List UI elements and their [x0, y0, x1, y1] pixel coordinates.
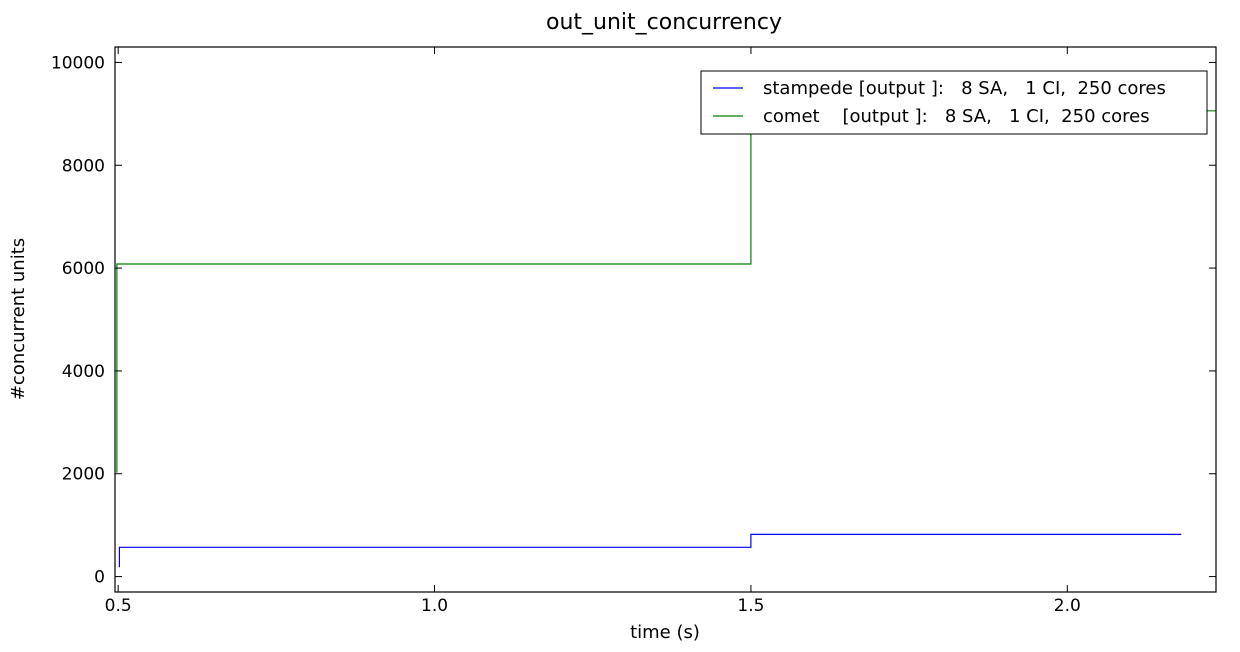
y-tick-label: 2000 — [62, 465, 105, 485]
legend: stampede [output ]: 8 SA, 1 CI, 250 core… — [700, 70, 1208, 135]
y-tick-label: 6000 — [62, 259, 105, 279]
y-tick-label: 8000 — [62, 156, 105, 176]
y-tick-label: 0 — [94, 568, 105, 588]
x-tick-label: 1.5 — [737, 596, 764, 616]
legend-box — [700, 70, 1208, 135]
axis-ticks: 0.5 1.0 1.5 2.0 0 2000 4000 6000 8000 10000 — [51, 47, 1216, 616]
series-lines — [116, 110, 1216, 568]
y-tick-label: 10000 — [51, 53, 105, 73]
series-line-1 — [116, 110, 1216, 473]
y-tick-label: 4000 — [62, 362, 105, 382]
series-line-0 — [118, 533, 1182, 568]
chart-title: out_unit_concurrency — [546, 10, 782, 35]
plot-frame — [114, 46, 1217, 593]
y-axis-label: #concurrent units — [8, 238, 29, 400]
x-axis-label: time (s) — [630, 622, 700, 643]
legend-label-comet: comet [output ]: 8 SA, 1 CI, 250 cores — [763, 106, 1150, 127]
x-tick-label: 0.5 — [105, 596, 132, 616]
x-tick-label: 1.0 — [421, 596, 448, 616]
x-tick-label: 2.0 — [1054, 596, 1081, 616]
legend-label-stampede: stampede [output ]: 8 SA, 1 CI, 250 core… — [763, 78, 1166, 99]
